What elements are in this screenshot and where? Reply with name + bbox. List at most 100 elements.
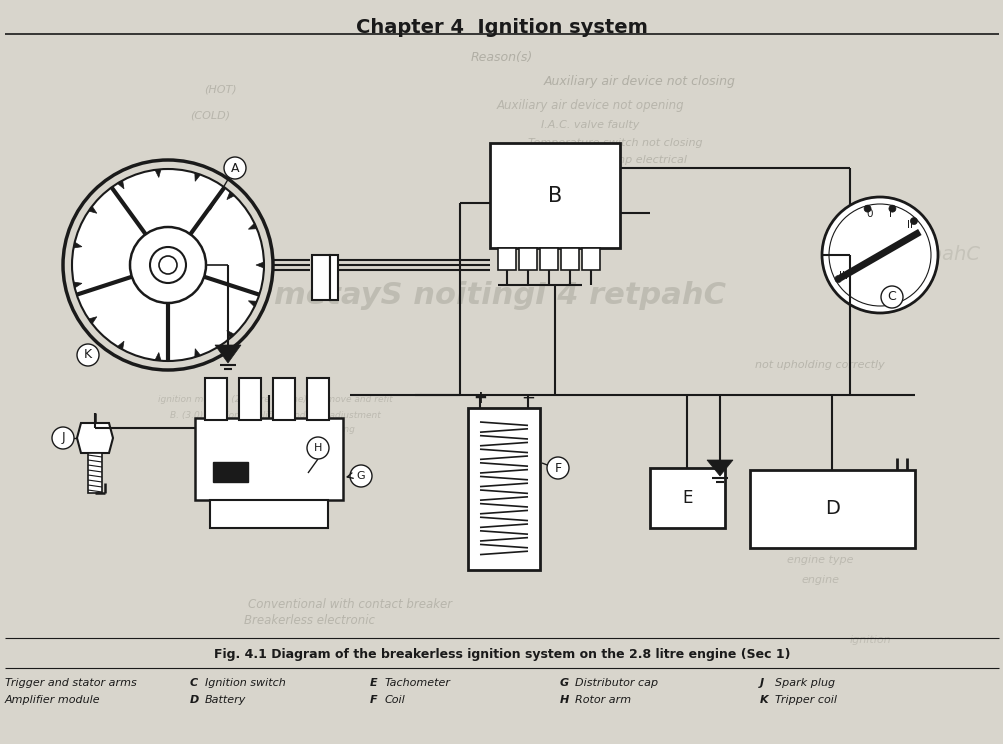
Text: Conventional with contact breaker: Conventional with contact breaker <box>248 598 451 612</box>
Text: I.A.C. valve faulty: I.A.C. valve faulty <box>541 120 639 130</box>
Text: ignition (1.3.0 litre engine) – timing: ignition (1.3.0 litre engine) – timing <box>195 426 355 434</box>
Bar <box>489 143 620 248</box>
Circle shape <box>910 217 917 225</box>
Polygon shape <box>195 349 201 357</box>
Text: Rotor arm: Rotor arm <box>575 695 631 705</box>
Text: ignition module (2.8 litre engine) – remove and refit: ignition module (2.8 litre engine) – rem… <box>157 396 392 405</box>
Circle shape <box>63 160 273 370</box>
Circle shape <box>864 205 871 212</box>
Polygon shape <box>117 341 124 350</box>
Text: F: F <box>554 461 561 475</box>
Text: Coil: Coil <box>384 695 405 705</box>
Text: K: K <box>759 695 768 705</box>
Text: Reason(s): Reason(s) <box>470 51 533 65</box>
Text: retpahC: retpahC <box>901 246 979 265</box>
Circle shape <box>834 275 842 283</box>
Bar <box>467 408 540 570</box>
Polygon shape <box>248 223 257 229</box>
Text: metayS noitingI 4 retpahC: metayS noitingI 4 retpahC <box>274 280 725 310</box>
Text: Spark plug: Spark plug <box>774 678 834 688</box>
Circle shape <box>880 286 902 308</box>
Text: Distributor cap: Distributor cap <box>575 678 658 688</box>
Text: idle fuel pump electrical: idle fuel pump electrical <box>552 155 687 165</box>
Text: C: C <box>190 678 198 688</box>
Text: J: J <box>61 432 65 444</box>
Text: Auxiliary air device not opening: Auxiliary air device not opening <box>495 98 683 112</box>
Bar <box>497 248 516 270</box>
Text: F: F <box>370 695 377 705</box>
Text: III: III <box>839 271 848 281</box>
Bar <box>519 248 537 270</box>
Text: B: B <box>548 185 562 205</box>
Text: 0: 0 <box>865 209 872 219</box>
Bar <box>210 500 328 528</box>
Circle shape <box>158 256 177 274</box>
Text: Trigger and stator arms: Trigger and stator arms <box>5 678 136 688</box>
Text: I: I <box>889 209 892 219</box>
Text: ignition (1.3.0 engine) –: ignition (1.3.0 engine) – <box>221 470 329 479</box>
Polygon shape <box>73 242 82 248</box>
Polygon shape <box>88 317 96 324</box>
Bar <box>312 255 330 300</box>
Polygon shape <box>248 301 257 307</box>
Polygon shape <box>117 180 124 189</box>
Circle shape <box>307 437 329 459</box>
Text: ignition (2.8.5) engine –: ignition (2.8.5) engine – <box>221 455 329 464</box>
Text: ignition/engine: ignition/engine <box>241 486 309 495</box>
Polygon shape <box>227 192 235 199</box>
Bar <box>649 468 724 528</box>
Polygon shape <box>88 206 96 214</box>
Circle shape <box>350 465 372 487</box>
Circle shape <box>821 197 937 313</box>
Text: D: D <box>190 695 199 705</box>
Bar <box>582 248 600 270</box>
Text: Chapter 4  Ignition system: Chapter 4 Ignition system <box>356 18 647 37</box>
Text: Temperature switch not closing: Temperature switch not closing <box>528 138 702 148</box>
Bar <box>205 378 227 420</box>
Text: Fig. 4.1 Diagram of the breakerless ignition system on the 2.8 litre engine (Sec: Fig. 4.1 Diagram of the breakerless igni… <box>214 648 789 661</box>
Polygon shape <box>227 330 235 339</box>
Text: (COLD): (COLD) <box>190 110 230 120</box>
Text: engine: engine <box>800 575 839 585</box>
Circle shape <box>72 169 264 361</box>
Text: Tripper coil: Tripper coil <box>774 695 837 705</box>
Text: G: G <box>560 678 569 688</box>
Bar <box>195 418 343 500</box>
Bar <box>307 378 329 420</box>
Polygon shape <box>73 282 82 288</box>
Text: ignition: ignition <box>849 635 890 645</box>
Circle shape <box>547 457 569 479</box>
Polygon shape <box>195 173 201 182</box>
Circle shape <box>224 157 246 179</box>
Text: Ignition switch: Ignition switch <box>205 678 286 688</box>
Text: Breakerless electronic: Breakerless electronic <box>245 614 375 626</box>
Circle shape <box>888 205 895 212</box>
Polygon shape <box>215 345 241 363</box>
Polygon shape <box>154 169 160 178</box>
Text: not upholding correctly: not upholding correctly <box>754 360 884 370</box>
Text: H: H <box>560 695 569 705</box>
Bar <box>561 248 579 270</box>
Text: Amplifier module: Amplifier module <box>5 695 100 705</box>
Bar <box>213 462 248 482</box>
Text: H: H <box>314 443 322 453</box>
Text: J: J <box>759 678 763 688</box>
Text: E: E <box>370 678 377 688</box>
Circle shape <box>52 427 74 449</box>
Text: G: G <box>356 471 365 481</box>
Text: D: D <box>824 499 840 519</box>
Bar <box>273 378 295 420</box>
Polygon shape <box>256 262 264 268</box>
Text: (HOT): (HOT) <box>204 85 236 95</box>
Circle shape <box>129 227 206 303</box>
Text: idle (fall 0.1.3.0) engine –: idle (fall 0.1.3.0) engine – <box>218 440 332 449</box>
Text: +: + <box>472 389 486 407</box>
Text: B. (3.0) ignition amplifier module – adjustment: B. (3.0) ignition amplifier module – adj… <box>170 411 380 420</box>
Text: Battery: Battery <box>205 695 246 705</box>
Circle shape <box>77 344 99 366</box>
Text: engine type: engine type <box>786 555 853 565</box>
Text: A: A <box>231 161 239 175</box>
Text: K: K <box>84 348 92 362</box>
Bar <box>88 453 102 493</box>
Text: Auxiliary air device not closing: Auxiliary air device not closing <box>544 75 735 89</box>
